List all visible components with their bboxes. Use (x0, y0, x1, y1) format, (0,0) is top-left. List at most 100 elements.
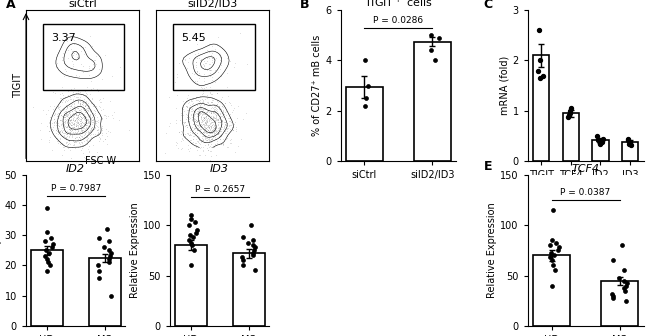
Point (248, 253, 259, 258)
Point (85, 113, 96, 119)
Point (191, 117, 202, 122)
Point (70, 108, 81, 113)
Point (82, 91, 92, 97)
Point (92, 124, 103, 129)
Point (70, 97, 81, 102)
Point (82, 132, 92, 138)
Point (221, 122, 231, 127)
Point (54, 107, 64, 112)
Point (72, 110, 83, 115)
Point (73, 109, 83, 114)
Point (79, 108, 89, 113)
Point (81, 120, 92, 126)
Point (217, 46, 228, 51)
Bar (601, 281, 638, 326)
Point (200, 119, 210, 125)
Point (190, 106, 200, 112)
Point (195, 93, 205, 99)
Point (187, 243, 197, 248)
Point (60, 123, 71, 128)
Point (77, 143, 88, 148)
Point (198, 117, 209, 122)
Point (76, 92, 86, 97)
Point (96, 107, 106, 112)
Point (179, 56, 190, 61)
Point (55, 121, 66, 126)
Point (426, 33, 437, 38)
Point (68, 63, 78, 68)
Point (84, 121, 95, 127)
Point (225, 114, 235, 119)
Point (71, 123, 81, 128)
Point (218, 141, 229, 146)
Point (75, 121, 86, 127)
Point (65, 128, 75, 133)
Point (84, 72, 95, 77)
Point (57, 54, 68, 59)
Point (68, 61, 78, 66)
Point (45, 104, 55, 109)
Point (187, 130, 197, 135)
Point (222, 160, 232, 165)
Point (80, 120, 90, 125)
Point (51, 65, 61, 70)
Point (216, 118, 227, 124)
Point (190, 109, 200, 115)
Point (595, 141, 605, 146)
Point (44, 251, 54, 256)
Point (195, 97, 205, 102)
Point (71, 51, 81, 56)
Point (217, 140, 228, 146)
Point (209, 144, 220, 150)
Point (85, 112, 96, 117)
Point (213, 131, 223, 137)
Point (185, 145, 195, 151)
Point (199, 102, 209, 108)
Point (218, 119, 229, 124)
Point (194, 112, 205, 118)
Point (55, 99, 65, 105)
Point (205, 129, 215, 135)
Point (185, 125, 196, 131)
Point (76, 115, 86, 120)
Point (88, 101, 99, 107)
Point (213, 120, 223, 125)
Point (213, 122, 223, 127)
Point (201, 117, 211, 122)
Point (186, 140, 196, 146)
Point (72, 123, 82, 128)
Point (67, 128, 77, 133)
Point (73, 98, 83, 104)
Point (68, 105, 79, 111)
Point (211, 106, 222, 112)
Point (189, 121, 200, 126)
Point (77, 115, 87, 121)
Point (115, 64, 125, 70)
Point (48, 127, 58, 133)
Point (551, 241, 562, 246)
Point (75, 114, 86, 120)
Point (196, 115, 206, 120)
Point (80, 114, 90, 119)
Point (608, 258, 619, 263)
Point (209, 115, 220, 121)
Point (191, 144, 202, 150)
Point (211, 113, 221, 118)
Point (229, 64, 239, 70)
Point (208, 134, 218, 139)
Point (213, 127, 223, 133)
Point (171, 139, 181, 144)
Point (76, 134, 86, 139)
Point (77, 135, 88, 140)
Point (83, 120, 94, 125)
Point (193, 139, 203, 144)
Point (52, 60, 62, 65)
Point (66, 128, 76, 133)
Point (84, 129, 95, 135)
Point (180, 162, 190, 168)
Point (214, 137, 225, 142)
Point (184, 55, 194, 61)
Point (626, 142, 636, 148)
Point (197, 91, 207, 97)
Point (77, 125, 87, 131)
